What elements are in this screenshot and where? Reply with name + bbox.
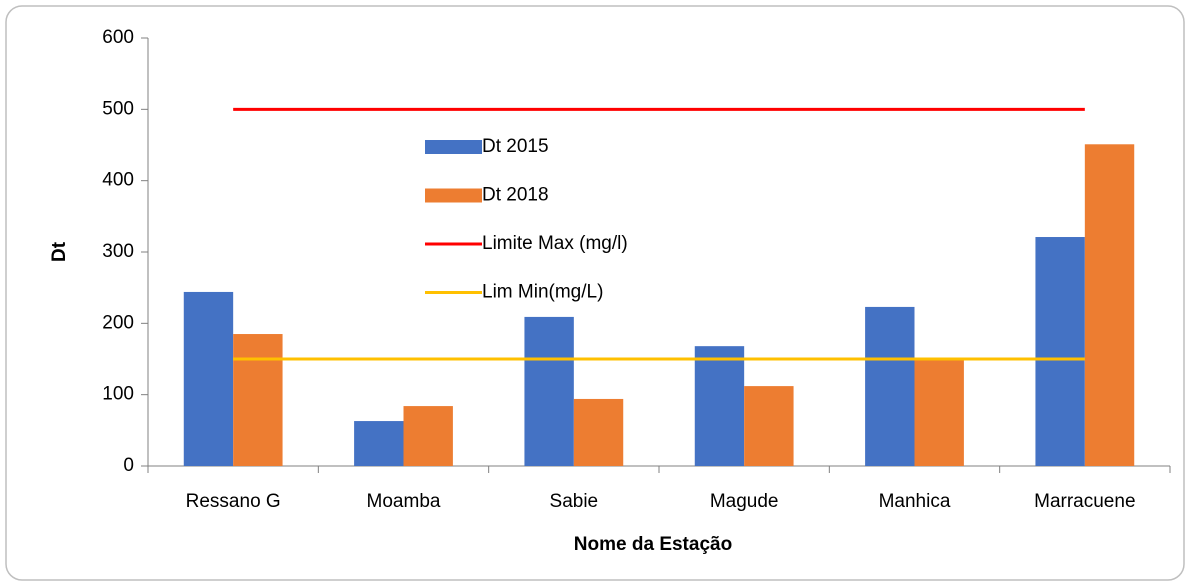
legend-swatch [425, 188, 482, 203]
bar [1035, 237, 1085, 466]
y-tick-label: 100 [102, 384, 134, 405]
x-tick-label: Marracuene [1034, 491, 1135, 512]
bar [865, 306, 915, 466]
x-tick-label: Ressano G [186, 491, 281, 512]
legend-swatch [425, 140, 482, 154]
x-axis-title: Nome da Estação [574, 534, 732, 555]
y-tick-label: 400 [102, 170, 134, 191]
bar [694, 346, 745, 466]
bar [183, 291, 234, 466]
bar [233, 334, 283, 466]
legend-label: Dt 2015 [482, 136, 549, 157]
y-tick-label: 0 [123, 455, 134, 476]
x-tick-label: Moamba [367, 491, 441, 512]
bar [573, 398, 624, 466]
x-tick-label: Sabie [550, 491, 599, 512]
x-tick-label: Manhica [879, 491, 951, 512]
legend-label: Dt 2018 [482, 185, 549, 206]
bar [914, 358, 964, 466]
legend-label: Lim Min(mg/L) [482, 282, 603, 303]
bar [1084, 144, 1135, 466]
y-tick-label: 200 [102, 312, 134, 333]
bar [354, 421, 404, 466]
bar [744, 386, 794, 466]
x-tick-label: Magude [710, 491, 779, 512]
y-tick-label: 500 [102, 98, 134, 119]
bar [403, 406, 453, 466]
legend-label: Limite Max (mg/l) [482, 233, 628, 254]
bar [524, 316, 574, 466]
y-tick-label: 300 [102, 241, 134, 262]
y-axis-title: Dt [49, 241, 70, 262]
y-tick-label: 600 [102, 27, 134, 48]
